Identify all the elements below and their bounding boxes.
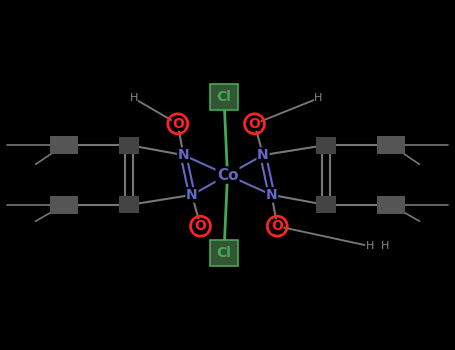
- Text: H: H: [130, 93, 138, 103]
- Text: N: N: [257, 148, 269, 162]
- Text: N: N: [266, 188, 278, 202]
- Text: H: H: [381, 241, 389, 251]
- Text: Cl: Cl: [217, 90, 232, 104]
- Text: H: H: [365, 241, 374, 251]
- Bar: [119, 136, 139, 154]
- Bar: [119, 196, 139, 214]
- Text: O: O: [195, 219, 207, 233]
- Text: O: O: [248, 117, 260, 131]
- Bar: [377, 136, 405, 154]
- Bar: [50, 136, 78, 154]
- Text: Co: Co: [217, 168, 238, 182]
- Text: H: H: [314, 93, 323, 103]
- Bar: [316, 196, 336, 214]
- Bar: [377, 196, 405, 214]
- Text: N: N: [186, 188, 198, 202]
- Text: N: N: [177, 148, 189, 162]
- Text: O: O: [271, 219, 283, 233]
- Bar: [50, 196, 78, 214]
- FancyBboxPatch shape: [210, 84, 238, 110]
- Bar: [316, 136, 336, 154]
- FancyBboxPatch shape: [210, 240, 238, 266]
- Text: Cl: Cl: [217, 246, 232, 260]
- Text: O: O: [172, 117, 184, 131]
